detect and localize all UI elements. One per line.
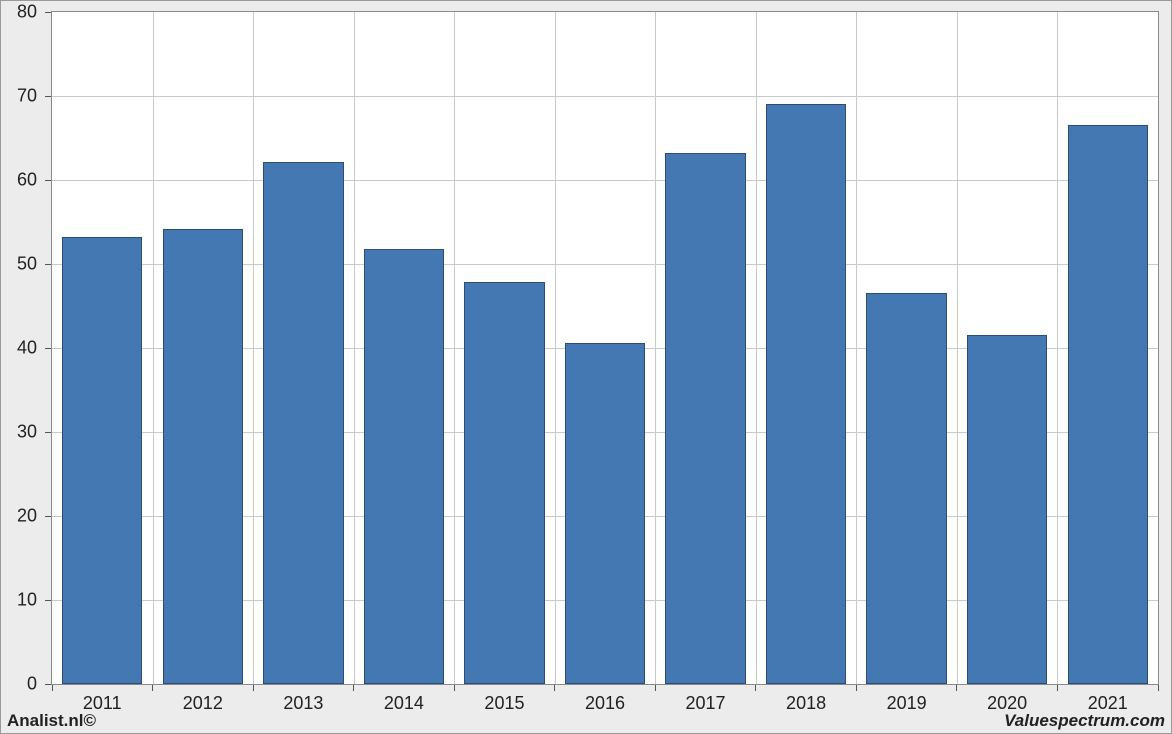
- gridline-vertical: [153, 12, 154, 684]
- y-axis-label: 50: [1, 254, 37, 275]
- x-tick: [655, 685, 656, 691]
- gridline-vertical: [957, 12, 958, 684]
- gridline-vertical: [856, 12, 857, 684]
- x-axis-label: 2021: [1088, 693, 1128, 714]
- x-axis-label: 2015: [484, 693, 524, 714]
- gridline-vertical: [454, 12, 455, 684]
- x-tick: [52, 685, 53, 691]
- bar: [364, 249, 444, 684]
- x-tick: [353, 685, 354, 691]
- x-tick: [152, 685, 153, 691]
- x-tick: [554, 685, 555, 691]
- y-tick: [45, 96, 51, 97]
- chart-container: Analist.nl© Valuespectrum.com 0 10 20 30 40 5…: [0, 0, 1172, 734]
- y-axis-label: 30: [1, 422, 37, 443]
- y-tick: [45, 432, 51, 433]
- bar: [665, 153, 745, 684]
- bar: [163, 229, 243, 684]
- gridline-vertical: [555, 12, 556, 684]
- bar: [866, 293, 946, 684]
- x-axis-label: 2016: [585, 693, 625, 714]
- y-axis-label: 20: [1, 506, 37, 527]
- x-axis-label: 2014: [384, 693, 424, 714]
- bar: [967, 335, 1047, 684]
- x-tick: [1158, 685, 1159, 691]
- gridline-horizontal: [52, 180, 1158, 181]
- x-axis-label: 2018: [786, 693, 826, 714]
- x-tick: [253, 685, 254, 691]
- y-axis-label: 40: [1, 338, 37, 359]
- x-tick: [856, 685, 857, 691]
- x-tick: [956, 685, 957, 691]
- y-tick: [45, 12, 51, 13]
- bar: [766, 104, 846, 684]
- x-axis-label: 2013: [283, 693, 323, 714]
- y-axis-label: 70: [1, 86, 37, 107]
- bar: [565, 343, 645, 684]
- gridline-vertical: [1057, 12, 1058, 684]
- x-axis-label: 2011: [83, 693, 122, 714]
- y-tick: [45, 264, 51, 265]
- footer-left: Analist.nl©: [7, 711, 96, 731]
- y-axis-label: 60: [1, 170, 37, 191]
- gridline-vertical: [253, 12, 254, 684]
- plot-area: [51, 11, 1159, 685]
- y-axis-label: 80: [1, 2, 37, 23]
- y-axis-label: 0: [1, 674, 37, 695]
- bar: [62, 237, 142, 684]
- x-tick: [1057, 685, 1058, 691]
- y-tick: [45, 600, 51, 601]
- y-tick: [45, 348, 51, 349]
- gridline-vertical: [354, 12, 355, 684]
- y-tick: [45, 516, 51, 517]
- bar: [1068, 125, 1148, 684]
- x-tick: [454, 685, 455, 691]
- x-axis-label: 2020: [987, 693, 1027, 714]
- x-axis-label: 2017: [686, 693, 726, 714]
- x-axis-label: 2012: [183, 693, 223, 714]
- gridline-horizontal: [52, 96, 1158, 97]
- y-axis-label: 10: [1, 590, 37, 611]
- x-tick: [755, 685, 756, 691]
- x-axis-label: 2019: [887, 693, 927, 714]
- bar: [263, 162, 343, 684]
- gridline-vertical: [655, 12, 656, 684]
- bar: [464, 282, 544, 684]
- gridline-vertical: [756, 12, 757, 684]
- y-tick: [45, 684, 51, 685]
- footer-right: Valuespectrum.com: [1004, 711, 1165, 731]
- y-tick: [45, 180, 51, 181]
